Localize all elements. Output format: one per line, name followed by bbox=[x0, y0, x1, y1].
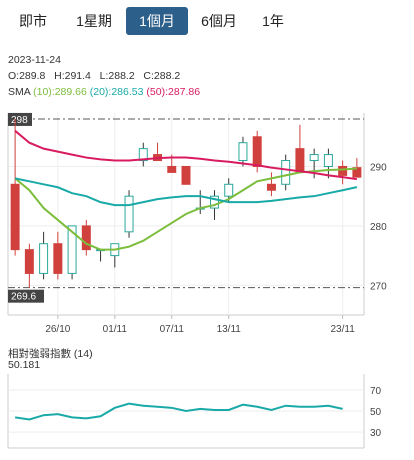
candle-down bbox=[24, 249, 34, 274]
candle-up bbox=[39, 243, 49, 274]
rsi-chart: 70 50 30 bbox=[7, 374, 382, 449]
sma50-value: (50):287.86 bbox=[146, 86, 201, 98]
y-tick-label: 290 bbox=[370, 162, 387, 173]
candle-up bbox=[67, 225, 77, 274]
candle-up bbox=[209, 195, 219, 209]
candle-down bbox=[81, 225, 91, 251]
tab-1-week[interactable]: 1星期 bbox=[76, 13, 112, 29]
candle-down bbox=[338, 165, 348, 176]
rsi-tick-label: 30 bbox=[370, 428, 382, 439]
y-tick-label: 280 bbox=[370, 222, 387, 233]
candle-down bbox=[352, 167, 362, 178]
sma-label: SMA bbox=[8, 86, 31, 98]
max-price-box bbox=[8, 112, 32, 126]
candle-down bbox=[53, 243, 63, 274]
quote-date: 2023-11-24 bbox=[8, 54, 61, 66]
sma10-line bbox=[14, 167, 357, 251]
candle-down bbox=[252, 136, 262, 167]
tab-1-month[interactable]: 1個月 bbox=[126, 7, 188, 35]
tab-6-months[interactable]: 6個月 bbox=[201, 13, 237, 29]
rsi-line bbox=[14, 402, 343, 421]
candle-up bbox=[224, 183, 234, 197]
x-tick-label: 26/10 bbox=[45, 324, 70, 335]
sma20-line bbox=[14, 177, 358, 207]
period-tabs: 即市 1星期 1個月 6個月 1年 bbox=[0, 7, 414, 35]
candle-down bbox=[295, 148, 305, 173]
sma10-value: (10):289.66 bbox=[33, 86, 87, 98]
candle-up bbox=[323, 154, 333, 167]
max-price-label: 298 bbox=[11, 115, 28, 126]
sma20-value: (20):286.53 bbox=[89, 86, 144, 98]
tab-realtime[interactable]: 即市 bbox=[19, 13, 47, 29]
sma50-line bbox=[14, 130, 358, 181]
y-tick-label: 270 bbox=[370, 281, 387, 292]
rsi-title: 相對強弱指數 (14) bbox=[8, 348, 93, 360]
price-chart: 298 269.6 270 280 290 26/10 01/11 07/11 13/11 23… bbox=[7, 112, 387, 335]
min-price-label: 269.6 bbox=[11, 292, 36, 303]
candle-up bbox=[124, 195, 134, 233]
candle-down bbox=[266, 183, 276, 191]
x-tick-label: 01/11 bbox=[103, 324, 128, 335]
ohlc-values: O:289.8 H:291.4 L:288.2 C:288.2 bbox=[8, 70, 181, 82]
candle-up bbox=[309, 154, 319, 162]
candle-down bbox=[10, 183, 20, 251]
rsi-value: 50.181 bbox=[8, 359, 41, 371]
sma-legend: SMA (10):289.66 (20):286.53 (50):287.86 bbox=[8, 86, 200, 98]
x-tick-label: 07/11 bbox=[160, 324, 185, 335]
candle-up bbox=[238, 142, 248, 162]
candle-up bbox=[138, 148, 148, 162]
candle-down bbox=[181, 165, 191, 185]
min-price-box bbox=[8, 289, 44, 303]
x-tick-label: 23/11 bbox=[330, 324, 355, 335]
x-tick-label: 13/11 bbox=[217, 324, 242, 335]
rsi-tick-label: 70 bbox=[370, 386, 382, 397]
candle-down bbox=[167, 165, 177, 173]
rsi-tick-label: 50 bbox=[370, 407, 382, 418]
candle-up bbox=[281, 160, 291, 185]
tab-1-year[interactable]: 1年 bbox=[262, 13, 284, 29]
